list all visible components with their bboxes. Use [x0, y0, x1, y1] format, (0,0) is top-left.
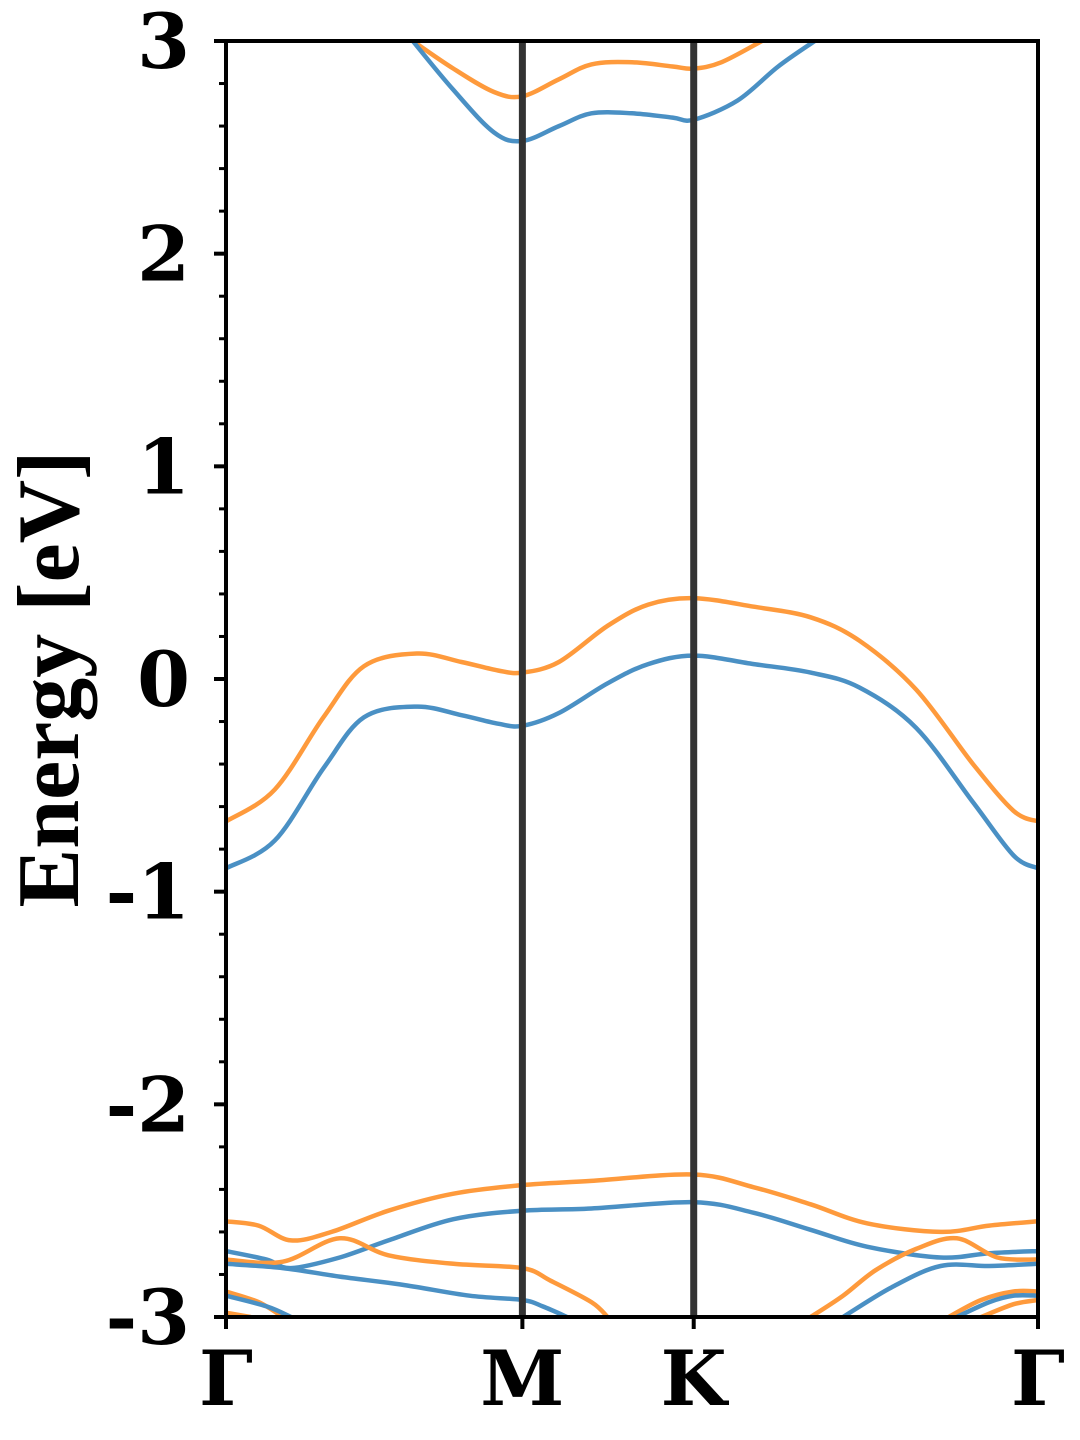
band-line-10 — [226, 1293, 294, 1317]
y-tick-label: 3 — [137, 0, 190, 86]
y-tick-label: 2 — [137, 210, 190, 299]
band-line-16 — [978, 1297, 1038, 1317]
band-line-6 — [226, 1199, 1038, 1271]
y-axis-tick-labels: -3 -2 -1 0 1 2 3 — [106, 0, 190, 1362]
y-tick-label: -2 — [106, 1060, 190, 1149]
y-tick-label: 0 — [137, 635, 190, 724]
high-symmetry-lines — [518, 41, 698, 1317]
y-tick-label: -1 — [106, 848, 190, 937]
x-tick-label-K: K — [661, 1334, 730, 1423]
y-tick-label: -3 — [106, 1273, 190, 1362]
band-line-2 — [226, 653, 1038, 871]
band-line-5 — [226, 1172, 1038, 1243]
band-line-7 — [226, 1236, 610, 1317]
y-tick-label: 1 — [137, 422, 190, 511]
y-axis-title: Energy [eV] — [1, 451, 98, 908]
x-tick-label-Γ: Γ — [1011, 1334, 1065, 1423]
band-lines — [226, 41, 1038, 1317]
band-line-4 — [410, 41, 817, 144]
y-axis-ticks — [214, 39, 226, 1319]
band-line-8 — [226, 1261, 570, 1317]
band-line-12 — [808, 1235, 1038, 1317]
band-line-1 — [226, 595, 1038, 824]
x-tick-label-M: M — [480, 1334, 564, 1423]
band-line-3 — [410, 41, 765, 100]
x-axis-ticks — [224, 1317, 1040, 1329]
band-line-14 — [946, 1288, 1038, 1317]
x-tick-label-Γ: Γ — [199, 1334, 253, 1423]
band-line-15 — [954, 1293, 1038, 1317]
band-line-13 — [840, 1261, 1038, 1317]
